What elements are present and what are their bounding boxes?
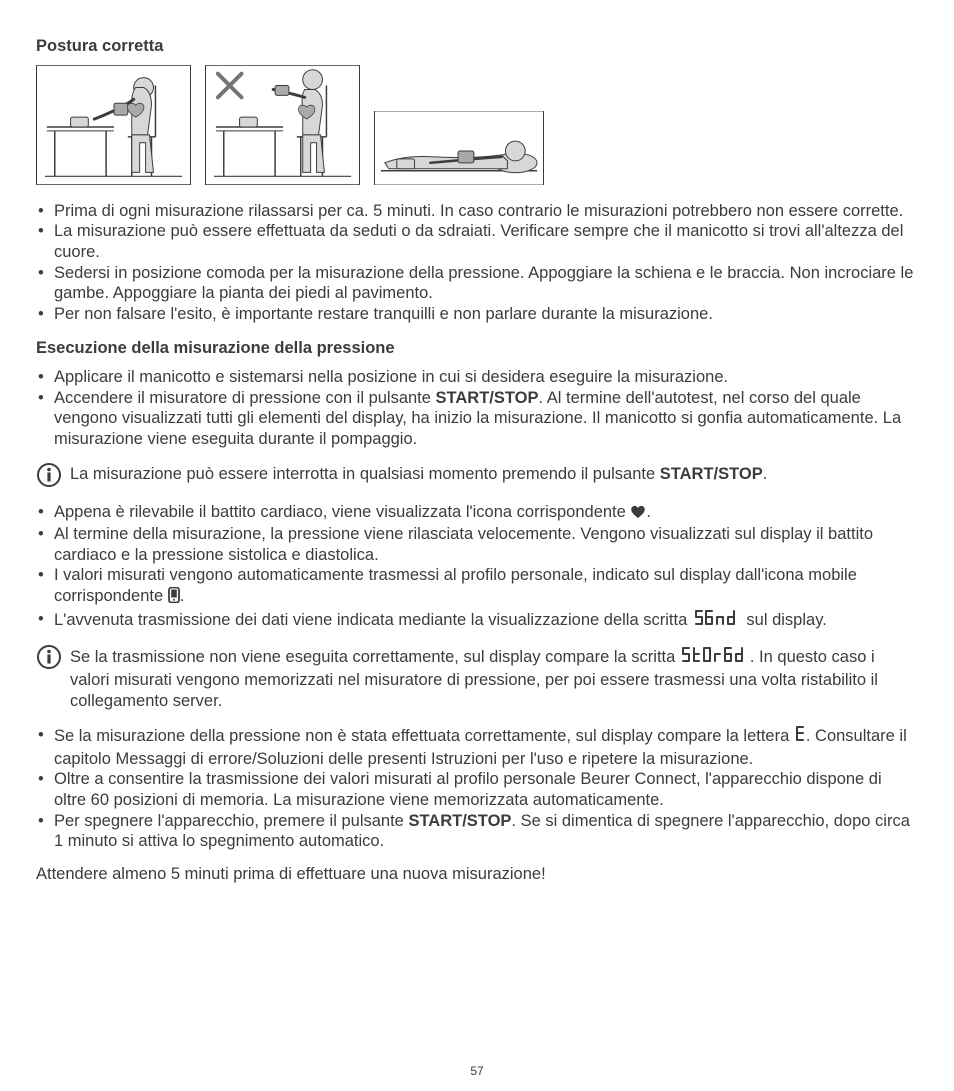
bullets-esecuzione-b: Appena è rilevabile il battito cardiaco,… — [36, 502, 918, 633]
list-item: Applicare il manicotto e sistemarsi nell… — [36, 367, 918, 388]
list-item: Sedersi in posizione comoda per la misur… — [36, 263, 918, 304]
bold-text: START/STOP — [660, 465, 763, 483]
list-item: L'avvenuta trasmissione dei dati viene i… — [36, 609, 918, 633]
text: Per spegnere l'apparecchio, premere il p… — [54, 812, 408, 830]
figure-sitting-wrong — [205, 65, 360, 185]
list-item: Al termine della misurazione, la pressio… — [36, 524, 918, 565]
info-text: Se la trasmissione non viene eseguita co… — [70, 646, 918, 711]
bold-text: START/STOP — [436, 389, 539, 407]
list-item: Appena è rilevabile il battito cardiaco,… — [36, 502, 918, 525]
text: Se la misurazione della pressione non è … — [54, 727, 794, 745]
heading-postura: Postura corretta — [36, 36, 918, 57]
list-item: I valori misurati vengono automaticament… — [36, 565, 918, 608]
bullets-postura: Prima di ogni misurazione rilassarsi per… — [36, 201, 918, 325]
info-note-1: La misurazione può essere interrotta in … — [36, 464, 918, 488]
figure-sitting-correct — [36, 65, 191, 185]
list-item: Per spegnere l'apparecchio, premere il p… — [36, 811, 918, 852]
text: . — [763, 465, 768, 483]
list-item: Oltre a consentire la trasmissione dei v… — [36, 769, 918, 810]
figure-lying — [374, 111, 544, 185]
send-seg-icon — [692, 609, 742, 633]
info-text: La misurazione può essere interrotta in … — [70, 464, 918, 485]
bullets-esecuzione-c: Se la misurazione della pressione non è … — [36, 725, 918, 852]
closing-text: Attendere almeno 5 minuti prima di effet… — [36, 864, 918, 885]
page-number: 57 — [0, 1064, 954, 1079]
text: . — [180, 587, 185, 605]
text: . — [646, 503, 651, 521]
e-seg-icon — [794, 725, 806, 749]
list-item: Prima di ogni misurazione rilassarsi per… — [36, 201, 918, 222]
heart-icon — [630, 504, 646, 525]
stored-seg-icon — [680, 646, 750, 670]
text: Appena è rilevabile il battito cardiaco,… — [54, 503, 630, 521]
posture-figures-row — [36, 65, 918, 185]
info-icon — [36, 462, 62, 488]
info-icon — [36, 644, 62, 670]
bullets-esecuzione-a: Applicare il manicotto e sistemarsi nell… — [36, 367, 918, 450]
list-item: Accendere il misuratore di pressione con… — [36, 388, 918, 450]
text: Se la trasmissione non viene eseguita co… — [70, 648, 680, 666]
mobile-icon — [168, 587, 180, 609]
text: La misurazione può essere interrotta in … — [70, 465, 660, 483]
bold-text: START/STOP — [408, 812, 511, 830]
text: L'avvenuta trasmissione dei dati viene i… — [54, 611, 692, 629]
list-item: Se la misurazione della pressione non è … — [36, 725, 918, 769]
info-note-2: Se la trasmissione non viene eseguita co… — [36, 646, 918, 711]
heading-esecuzione: Esecuzione della misurazione della press… — [36, 338, 918, 359]
list-item: La misurazione può essere effettuata da … — [36, 221, 918, 262]
text: sul display. — [742, 611, 827, 629]
list-item: Per non falsare l'esito, è importante re… — [36, 304, 918, 325]
text: Accendere il misuratore di pressione con… — [54, 389, 436, 407]
